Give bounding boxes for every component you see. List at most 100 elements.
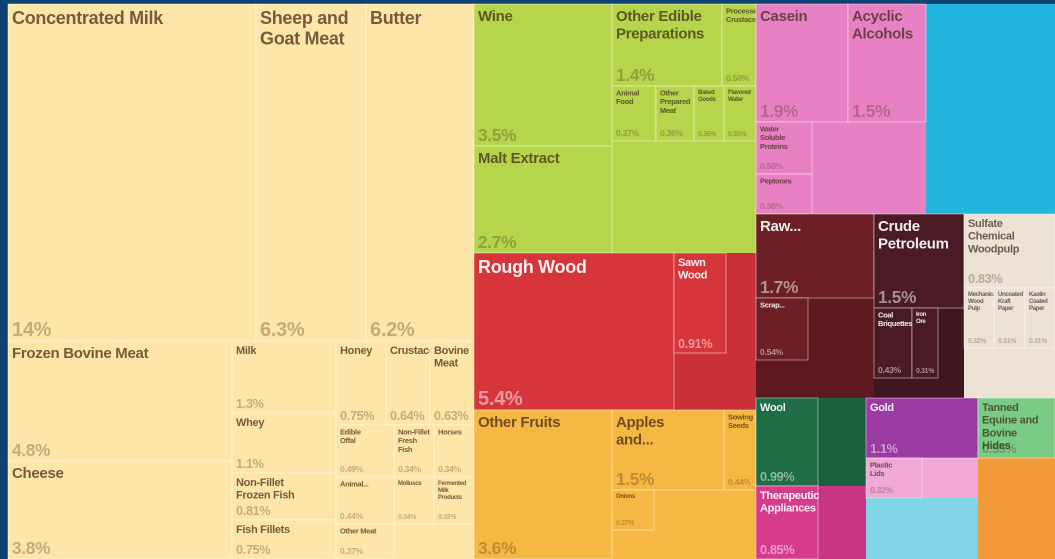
tile-label: Wine [478, 8, 513, 25]
tile [755, 297, 809, 361]
value-label: 0.38% [760, 201, 784, 211]
tile [231, 340, 337, 414]
tile [255, 3, 367, 342]
value-label: 3.8% [12, 538, 50, 558]
value-label: 0.37% [340, 546, 364, 556]
value-label: 0.81% [236, 504, 270, 518]
value-label: 2.7% [478, 232, 516, 252]
tile [473, 252, 675, 411]
value-label: 0.31% [998, 338, 1016, 345]
value-label: 5.4% [478, 388, 523, 410]
tile-label: Gold [870, 402, 894, 414]
tile [611, 3, 723, 87]
tile [755, 173, 813, 215]
value-label: 1.1% [236, 457, 264, 471]
value-label: 1.5% [852, 101, 890, 121]
tile-label: Cheese [12, 465, 64, 482]
value-label: 0.91% [678, 337, 712, 351]
tile [865, 397, 979, 459]
value-label: 0.44% [728, 477, 752, 487]
value-label: 1.3% [236, 397, 264, 411]
value-label: 4.8% [12, 440, 50, 460]
tile-label: Other Edible Preparations [616, 8, 704, 42]
tile-label: Sheep and Goat Meat [260, 8, 348, 49]
tile-label: Tanned Equine and Bovine Hides [982, 402, 1038, 452]
tile [611, 489, 655, 531]
value-label: 0.55% [982, 442, 1016, 456]
tile [611, 85, 657, 142]
value-label: 0.64% [390, 409, 424, 423]
tile [1024, 287, 1055, 349]
value-label: 0.50% [760, 161, 784, 171]
value-label: 3.5% [478, 125, 516, 145]
tile-label: Crude Petroleum [878, 218, 949, 252]
tile-label: Fermented Milk Products [438, 481, 467, 501]
value-label: 0.50% [726, 73, 750, 83]
tile-label: Acyclic Alcohols [852, 8, 913, 42]
value-label: 0.63% [434, 409, 468, 423]
value-label: 0.49% [340, 464, 364, 474]
tile [723, 409, 757, 491]
tile [231, 472, 337, 521]
tile-label: Bovine Meat [434, 345, 469, 370]
tile-label: Coal Briquettes [878, 311, 912, 329]
tile-label: Kaolin Coated Paper [1029, 292, 1048, 312]
tile-label: Water Soluble Proteins [760, 125, 788, 151]
tile-label: Wool [760, 402, 786, 414]
value-label: 0.44% [340, 511, 364, 521]
tile-label: Honey [340, 345, 373, 357]
tile-label: Horses [438, 428, 462, 437]
tile [963, 213, 1055, 289]
tile [755, 397, 819, 487]
tile-label: Butter [370, 8, 421, 28]
tile-label: Sulfate Chemical Woodpulp [968, 218, 1020, 255]
tile [335, 424, 395, 478]
tile-label: Onions [616, 494, 636, 500]
tile-label: Frozen Bovine Meat [12, 345, 149, 362]
tile [865, 457, 923, 499]
tile-label: Apples and... [616, 414, 664, 448]
tile-label: Rough Wood [478, 257, 587, 277]
tile-label: Malt Extract [478, 150, 560, 167]
tile-label: Animal Food [616, 89, 639, 107]
tile [7, 3, 257, 342]
tile-label: Animal... [340, 480, 369, 489]
tile-label: Fish Fillets [236, 524, 290, 536]
tile [755, 121, 813, 175]
group-area [866, 498, 978, 559]
value-label: 0.54% [760, 347, 784, 357]
value-label: 0.43% [878, 365, 902, 375]
tile-label: Flavored Water [728, 90, 751, 103]
tile-label: Uncoated Kraft Paper [998, 292, 1024, 312]
tile [433, 424, 475, 478]
value-label: 0.31% [1029, 338, 1047, 345]
value-label: 0.99% [760, 470, 794, 484]
tile-label: Mechanical Wood Pulp [968, 292, 998, 312]
value-label: 1.1% [870, 442, 898, 456]
tile-label: Molluscs [398, 481, 422, 487]
value-label: 0.31% [916, 368, 934, 375]
group-area [926, 4, 1055, 214]
tile [393, 476, 435, 525]
tile [473, 145, 613, 254]
value-label: 0.34% [398, 514, 416, 521]
value-label: 0.37% [616, 128, 640, 138]
tile-label: Processed Crustaceans [726, 7, 768, 25]
tile [335, 523, 395, 559]
tile-label: Raw... [760, 218, 801, 235]
tile [429, 340, 475, 426]
value-label: 0.36% [698, 131, 716, 138]
tile [911, 307, 939, 379]
tiles: Concentrated Milk 14% Sheep and Goat Meat 6.… [7, 3, 1055, 559]
value-label: 1.9% [760, 101, 798, 121]
value-label: 1.7% [760, 277, 798, 297]
value-label: 1.5% [878, 287, 916, 307]
value-label: 1.5% [616, 469, 654, 489]
tile-label: Scrap... [760, 301, 785, 310]
group-area [978, 458, 1055, 559]
tile [611, 409, 725, 491]
tile [7, 460, 233, 559]
tile [963, 287, 995, 349]
tile-label: Casein [760, 8, 808, 25]
